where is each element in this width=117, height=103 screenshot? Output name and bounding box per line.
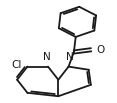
Text: Cl: Cl	[11, 60, 22, 70]
Text: O: O	[96, 45, 104, 55]
Text: N: N	[43, 52, 51, 62]
Text: N: N	[66, 52, 73, 62]
